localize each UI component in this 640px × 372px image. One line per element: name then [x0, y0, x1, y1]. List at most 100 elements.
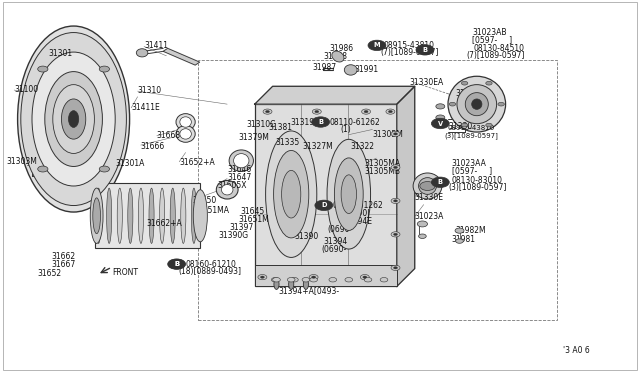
- Ellipse shape: [138, 188, 143, 243]
- Ellipse shape: [216, 180, 238, 199]
- Circle shape: [391, 165, 400, 170]
- Ellipse shape: [180, 117, 191, 127]
- Circle shape: [291, 278, 298, 282]
- Ellipse shape: [32, 52, 115, 186]
- Circle shape: [168, 259, 185, 269]
- Ellipse shape: [472, 99, 482, 109]
- Text: (18)[0889-0493]: (18)[0889-0493]: [178, 267, 241, 276]
- Ellipse shape: [457, 85, 497, 124]
- Text: 31301: 31301: [48, 49, 72, 58]
- Circle shape: [461, 123, 468, 127]
- Text: (7)[1089-0597]: (7)[1089-0597]: [466, 51, 524, 60]
- Text: 08915-43810: 08915-43810: [384, 41, 435, 50]
- Text: 31646: 31646: [227, 165, 252, 174]
- Circle shape: [312, 109, 321, 114]
- Ellipse shape: [221, 185, 233, 195]
- Text: 31988: 31988: [323, 52, 347, 61]
- Ellipse shape: [274, 279, 279, 289]
- Text: M: M: [374, 42, 380, 48]
- Ellipse shape: [332, 51, 344, 62]
- Circle shape: [271, 278, 279, 282]
- Text: (7)[1089-0597]: (7)[1089-0597]: [380, 48, 438, 57]
- Text: 31652: 31652: [37, 269, 61, 278]
- Text: 31645: 31645: [240, 207, 264, 216]
- Ellipse shape: [149, 188, 154, 243]
- Text: [0597-     ]: [0597- ]: [472, 35, 513, 44]
- Text: 08915-43810: 08915-43810: [448, 125, 495, 131]
- Text: B: B: [438, 179, 443, 185]
- Circle shape: [436, 115, 445, 120]
- Ellipse shape: [61, 99, 86, 139]
- Bar: [95, 183, 200, 248]
- Ellipse shape: [465, 93, 488, 116]
- Circle shape: [394, 233, 397, 235]
- Circle shape: [273, 278, 280, 282]
- Ellipse shape: [327, 140, 371, 249]
- Text: 31327M: 31327M: [302, 142, 333, 151]
- Bar: [255, 104, 397, 286]
- Text: 31023AA: 31023AA: [452, 159, 486, 168]
- Ellipse shape: [448, 76, 506, 132]
- Ellipse shape: [303, 279, 308, 289]
- Text: 31100: 31100: [14, 85, 38, 94]
- Circle shape: [364, 110, 368, 113]
- Text: (3)[1089-0597]: (3)[1089-0597]: [448, 183, 506, 192]
- Text: 31652+A: 31652+A: [179, 158, 215, 167]
- Text: 31305M: 31305M: [372, 130, 403, 139]
- Text: B: B: [174, 261, 179, 267]
- Text: 31379M: 31379M: [239, 133, 269, 142]
- Text: B: B: [318, 119, 323, 125]
- Circle shape: [436, 104, 445, 109]
- Circle shape: [329, 278, 337, 282]
- Text: (1): (1): [343, 208, 354, 217]
- Text: B: B: [174, 261, 179, 267]
- Text: 31411E: 31411E: [131, 103, 160, 112]
- Circle shape: [38, 66, 48, 72]
- Text: 31650: 31650: [192, 196, 216, 205]
- Text: 31322: 31322: [351, 142, 375, 151]
- Circle shape: [419, 234, 426, 238]
- Ellipse shape: [96, 188, 101, 243]
- Text: 31330E: 31330E: [415, 193, 444, 202]
- Circle shape: [263, 109, 272, 114]
- Text: 31982M: 31982M: [456, 226, 486, 235]
- Ellipse shape: [341, 175, 356, 214]
- Text: 31397: 31397: [229, 223, 253, 232]
- Circle shape: [486, 81, 492, 85]
- Circle shape: [498, 102, 504, 106]
- Text: 31647: 31647: [227, 173, 252, 182]
- Text: 08110-61262: 08110-61262: [330, 118, 380, 126]
- Ellipse shape: [234, 154, 249, 168]
- Text: 31667: 31667: [51, 260, 76, 269]
- Text: 31981: 31981: [452, 235, 476, 244]
- Text: 31394: 31394: [323, 237, 348, 246]
- Text: 31303M: 31303M: [6, 157, 37, 166]
- Text: B: B: [422, 47, 428, 53]
- Ellipse shape: [193, 190, 207, 242]
- Text: 31319: 31319: [290, 118, 314, 126]
- Ellipse shape: [419, 177, 436, 195]
- Text: 31394+A[0493-: 31394+A[0493-: [278, 286, 340, 295]
- Text: 31666: 31666: [141, 142, 165, 151]
- Circle shape: [431, 177, 449, 187]
- Circle shape: [168, 259, 186, 269]
- Circle shape: [388, 110, 392, 113]
- Text: (3)[1089-0597]: (3)[1089-0597]: [444, 132, 498, 139]
- Text: [0597-     ]: [0597- ]: [452, 167, 492, 176]
- Circle shape: [394, 200, 397, 202]
- Text: 08110-61262: 08110-61262: [333, 201, 383, 210]
- Circle shape: [391, 198, 400, 203]
- Circle shape: [380, 278, 388, 282]
- Text: 08160-61210: 08160-61210: [186, 260, 236, 269]
- Circle shape: [345, 278, 353, 282]
- Text: 31310C: 31310C: [246, 121, 276, 129]
- Bar: [198, 60, 557, 320]
- Text: 31986: 31986: [330, 44, 354, 53]
- Text: 31335: 31335: [275, 138, 300, 147]
- Ellipse shape: [21, 32, 127, 205]
- Ellipse shape: [180, 129, 191, 139]
- Text: 31662+A: 31662+A: [146, 219, 182, 228]
- Circle shape: [38, 166, 48, 172]
- Circle shape: [391, 131, 400, 137]
- Circle shape: [456, 239, 463, 243]
